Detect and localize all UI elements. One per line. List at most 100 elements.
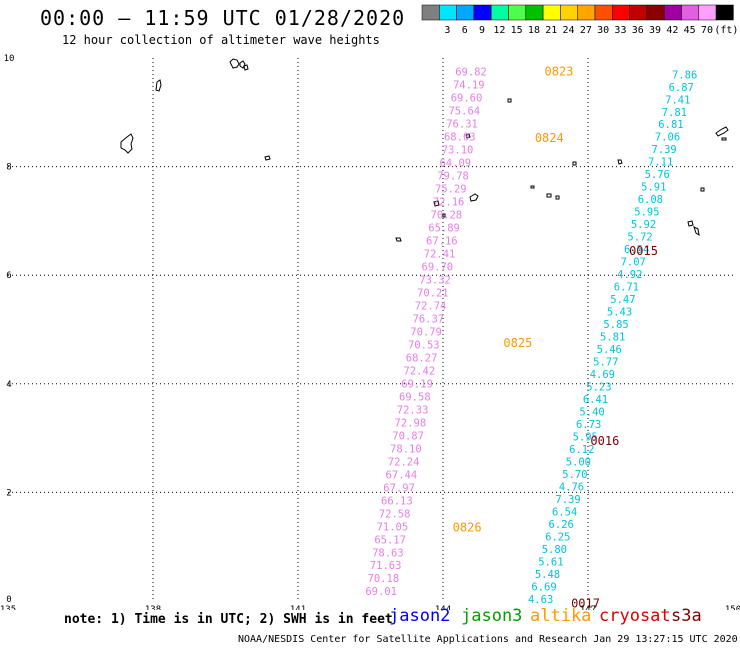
satellite-name-s3a: s3a <box>671 606 702 626</box>
pass-time-label: 0826 <box>453 521 482 535</box>
pink-wave-height-label: 69.58 <box>399 391 431 403</box>
pink-wave-height-label: 72.41 <box>424 248 456 260</box>
pink-wave-height-label: 72.24 <box>388 456 420 468</box>
cyan-wave-height-label: 5.95 <box>634 207 659 219</box>
cyan-wave-height-label: 7.11 <box>648 157 673 169</box>
pink-wave-height-label: 72.98 <box>395 417 427 429</box>
island-outline <box>617 159 623 165</box>
lat-tick-label: 10 <box>4 54 15 64</box>
cyan-wave-height-label: 5.61 <box>538 556 563 568</box>
pink-wave-height-label: 69.19 <box>401 378 433 390</box>
cyan-wave-height-label: 5.48 <box>535 569 560 581</box>
cyan-wave-height-label: 6.87 <box>669 82 694 94</box>
pink-wave-height-label: 71.63 <box>370 560 402 572</box>
legend-tick-label: 6 <box>462 25 468 36</box>
pink-wave-height-label: 73.32 <box>419 274 451 286</box>
pink-wave-height-label: 69.60 <box>451 93 483 105</box>
pink-wave-height-label: 73.10 <box>442 145 474 157</box>
legend-tick-label: 21 <box>545 25 557 36</box>
cyan-wave-height-label: 7.86 <box>672 69 697 81</box>
pass-time-label: 0824 <box>535 131 564 145</box>
cyan-wave-height-label: 5.80 <box>542 544 567 556</box>
pink-wave-height-label: 65.17 <box>374 534 406 546</box>
pink-wave-height-label: 78.10 <box>390 443 422 455</box>
cyan-wave-height-label: 7.39 <box>555 494 580 506</box>
island-outline <box>530 185 560 200</box>
cyan-wave-height-label: 6.81 <box>658 119 683 131</box>
lat-tick-label: 8 <box>6 163 11 173</box>
legend-tick-label: 39 <box>649 25 661 36</box>
pink-wave-height-label: 64.09 <box>439 158 471 170</box>
cyan-wave-height-label: 7.39 <box>651 144 676 156</box>
cyan-wave-height-label: 4.76 <box>559 481 584 493</box>
axis-tick-labels: 135 138 141 144 147 150 0 2 4 6 8 10 <box>0 54 740 610</box>
lat-tick-label: 0 <box>6 595 11 605</box>
lon-tick-label: 138 <box>145 605 161 610</box>
cyan-wave-height-label: 5.47 <box>610 294 635 306</box>
pink-wave-height-label: 75.29 <box>435 183 467 195</box>
pink-wave-height-label: 67.16 <box>426 235 458 247</box>
pink-wave-height-label: 70.18 <box>368 573 400 585</box>
cyan-wave-height-label: 5.77 <box>593 357 618 369</box>
pink-wave-height-label: 75.64 <box>448 106 480 118</box>
footer-note: note: 1) Time is in UTC; 2) SWH is in fe… <box>64 612 393 627</box>
lon-tick-label: 135 <box>0 605 16 610</box>
pink-wave-height-label: 72.16 <box>433 196 465 208</box>
legend-tick-label: 30 <box>597 25 609 36</box>
cyan-wave-height-label: 5.76 <box>645 169 670 181</box>
cyan-wave-height-label: 5.72 <box>627 232 652 244</box>
lon-tick-label: 147 <box>580 605 596 610</box>
cyan-wave-height-label: 5.85 <box>603 319 628 331</box>
cyan-wave-height-label: 5.23 <box>586 382 611 394</box>
cyan-wave-height-label: 7.81 <box>662 107 687 119</box>
island-outline <box>433 200 446 218</box>
lat-tick-label: 4 <box>6 380 11 390</box>
pink-wave-height-label: 70.87 <box>392 430 424 442</box>
pink-wave-height-label: 79.78 <box>437 171 469 183</box>
cyan-wave-height-label: 4.63 <box>528 594 553 606</box>
satellite-name-altika: altika <box>530 606 592 626</box>
pink-wave-height-label: 69.82 <box>455 67 487 79</box>
cyan-wave-height-label: 5.43 <box>607 307 632 319</box>
cyan-wave-height-label: 5.46 <box>597 344 622 356</box>
cyan-wave-height-label: 6.54 <box>552 506 577 518</box>
cyan-wave-height-label: 4.69 <box>590 369 615 381</box>
pink-wave-height-label: 66.13 <box>381 495 413 507</box>
pass-time-label: 0015 <box>629 244 658 258</box>
footer-credit: NOAA/NESDIS Center for Satellite Applica… <box>238 634 738 645</box>
cyan-track: 7.866.877.417.816.817.067.397.115.765.91… <box>528 69 697 606</box>
legend-tick-label: 3 <box>444 25 450 36</box>
legend-tick-label: 70 <box>701 25 713 36</box>
pink-wave-height-label: 72.58 <box>379 508 411 520</box>
satellite-name-jason2: jason2 <box>389 606 451 626</box>
island-outline <box>395 237 402 242</box>
legend-tick-label: 33 <box>614 25 626 36</box>
island-outline <box>229 58 249 71</box>
pink-track: 69.8274.1969.6075.6476.3168.0373.1064.09… <box>365 67 487 599</box>
cyan-wave-height-label: 6.26 <box>549 519 574 531</box>
legend-unit: (ft) <box>714 25 738 36</box>
legend-tick-label: 24 <box>563 25 575 36</box>
cyan-wave-height-label: 5.91 <box>641 182 666 194</box>
legend-tick-label: 36 <box>632 25 644 36</box>
pink-wave-height-label: 72.74 <box>415 300 447 312</box>
map-plot: 69.8274.1969.6075.6476.3168.0373.1064.09… <box>0 54 740 610</box>
cyan-wave-height-label: 5.40 <box>579 406 604 418</box>
pink-wave-height-label: 76.37 <box>413 313 445 325</box>
legend-tick-label: 42 <box>666 25 678 36</box>
island-outline <box>264 155 271 161</box>
lon-tick-label: 141 <box>290 605 306 610</box>
pink-wave-height-label: 70.21 <box>417 287 449 299</box>
pink-wave-height-label: 68.27 <box>406 352 438 364</box>
pink-wave-height-label: 70.28 <box>431 209 463 221</box>
cyan-wave-height-label: 6.69 <box>531 581 556 593</box>
legend-tick-label: 18 <box>528 25 540 36</box>
cyan-wave-height-label: 4.92 <box>617 269 642 281</box>
island-outline <box>155 79 162 92</box>
island-outlines <box>120 58 729 242</box>
pink-wave-height-label: 70.79 <box>410 326 442 338</box>
pink-wave-height-label: 76.31 <box>446 119 478 131</box>
legend-swatch <box>715 4 734 21</box>
time-labels: 0823 0824 0825 0826 0015 0016 0017 <box>453 65 658 610</box>
